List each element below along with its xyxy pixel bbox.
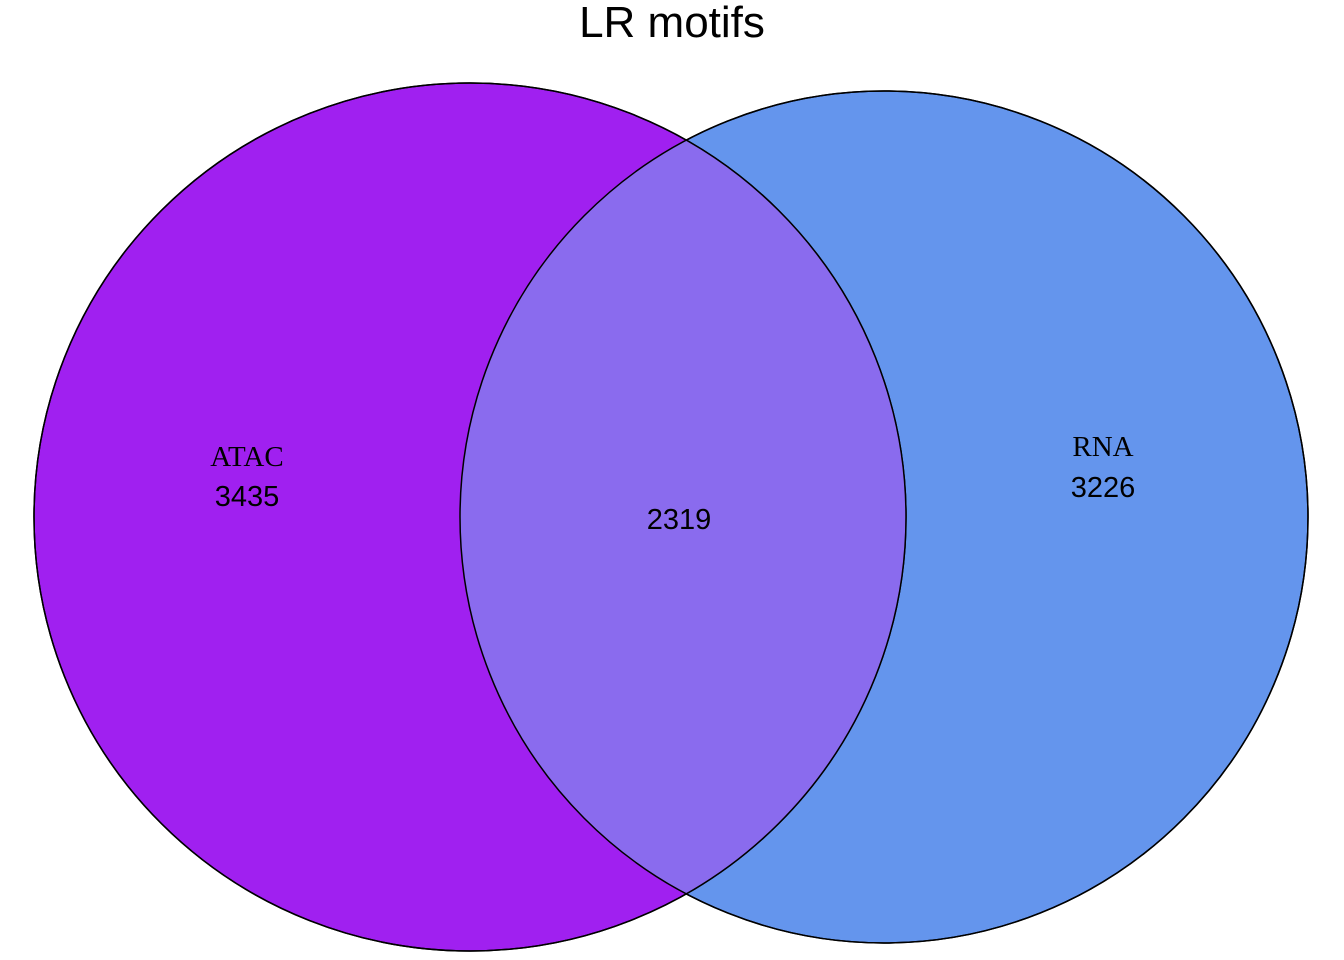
atac-only-count: 3435	[215, 481, 280, 513]
atac-set-label: ATAC	[210, 441, 283, 473]
rna-only-count: 3226	[1071, 472, 1136, 504]
rna-set-label: RNA	[1072, 431, 1133, 463]
atac-set-outline	[33, 82, 907, 952]
diagram-title: LR motifs	[579, 0, 765, 47]
intersection-count: 2319	[647, 504, 712, 536]
rna-set-outline	[459, 90, 1309, 944]
intersection-region	[460, 91, 906, 943]
